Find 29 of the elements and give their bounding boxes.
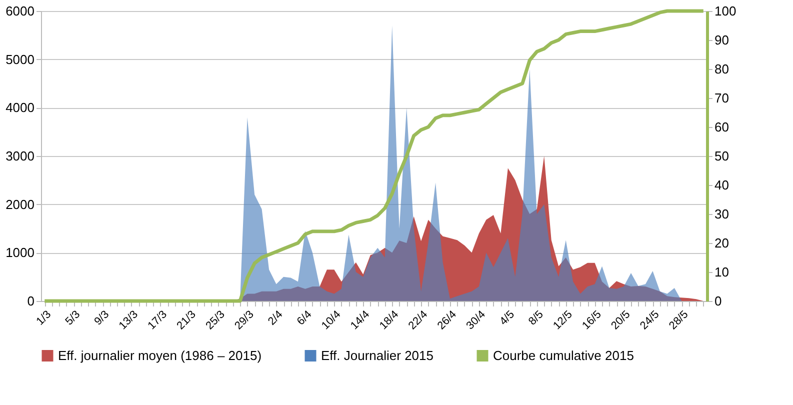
legend-label: Eff. Journalier 2015 xyxy=(321,348,434,363)
y-tick-label: 4000 xyxy=(6,100,34,116)
x-tick-label: 8/5 xyxy=(526,308,546,328)
y-tick-label: 6000 xyxy=(6,4,34,18)
y2-tick-label: 0 xyxy=(714,294,722,308)
legend-label: Eff. journalier moyen (1986 – 2015) xyxy=(58,348,262,363)
y2-tick-label: 10 xyxy=(714,264,729,280)
y2-tick-label: 40 xyxy=(714,178,729,192)
y2-tick-label: 20 xyxy=(714,236,729,250)
x-tick-label: 2/4 xyxy=(266,308,286,328)
y2-tick-label: 70 xyxy=(714,90,729,106)
legend-label: Courbe cumulative 2015 xyxy=(493,348,634,363)
y-tick-label: 1000 xyxy=(6,245,34,260)
x-tick-label: 30/4 xyxy=(464,308,488,332)
y-tick-label: 2000 xyxy=(6,196,34,212)
x-tick-label: 5/3 xyxy=(63,308,83,328)
y2-tick-label: 100 xyxy=(714,4,736,18)
y2-tick-label: 80 xyxy=(714,62,729,76)
y-tick-label: 5000 xyxy=(6,52,34,67)
x-tick-label: 9/3 xyxy=(92,308,112,328)
y2-tick-label: 60 xyxy=(714,120,729,134)
y2-tick-label: 30 xyxy=(714,206,729,222)
x-tick-label: 4/5 xyxy=(498,308,517,328)
x-tick-label: 6/4 xyxy=(294,308,314,328)
y2-tick-label: 90 xyxy=(714,32,729,48)
y-tick-label: 0 xyxy=(27,294,34,308)
y2-tick-label: 50 xyxy=(714,148,729,164)
x-tick-label: 1/3 xyxy=(34,308,54,328)
y-tick-label: 3000 xyxy=(6,148,34,164)
